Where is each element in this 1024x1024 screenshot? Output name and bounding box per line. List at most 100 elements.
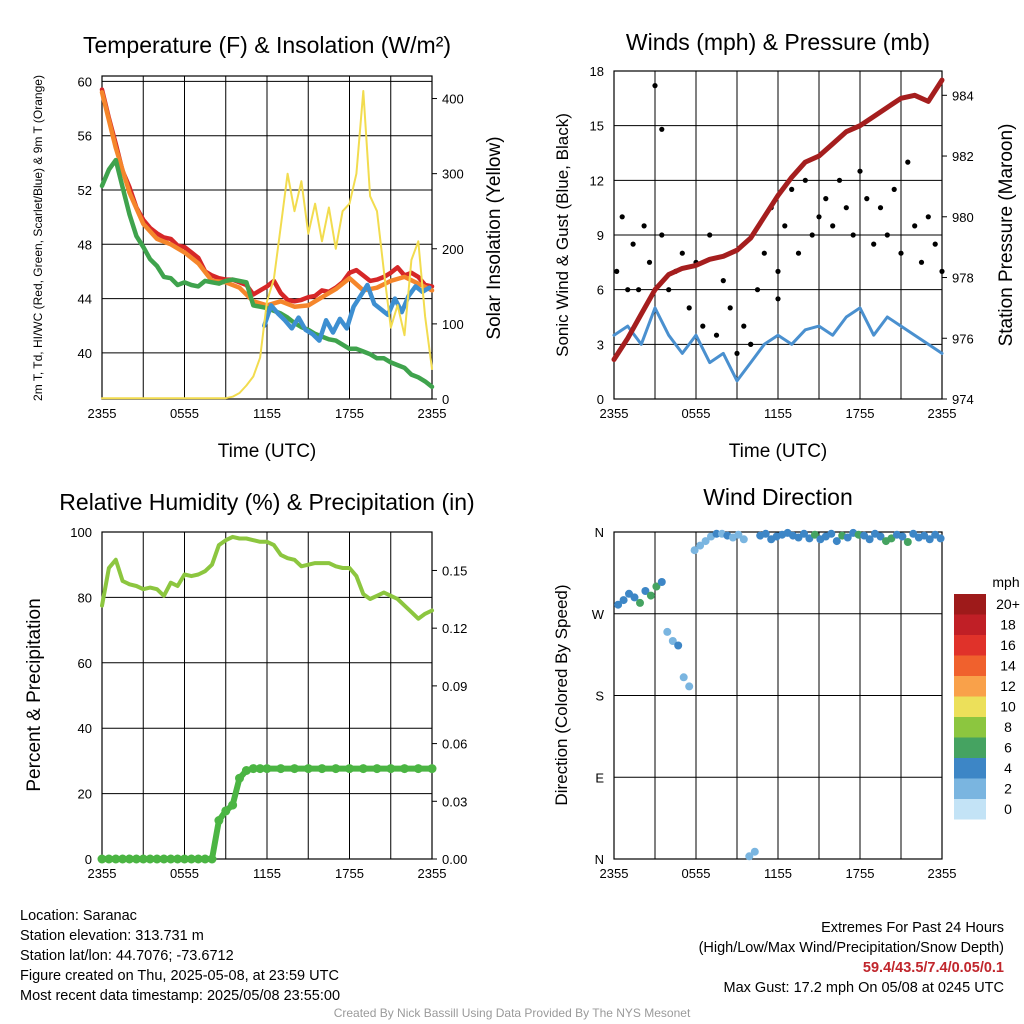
legend-swatch (954, 778, 986, 799)
extremes-heading: Extremes For Past 24 Hours (821, 920, 1004, 936)
precipitation-point (255, 764, 265, 774)
wind-direction-point (657, 578, 666, 586)
y-tick-label: 40 (78, 346, 92, 361)
gust-point (625, 287, 631, 293)
gust-point (619, 214, 625, 220)
y-tick-label: 60 (78, 656, 92, 671)
gust-point (912, 223, 918, 229)
precipitation-point (427, 764, 437, 774)
precipitation-point (214, 816, 224, 825)
precipitation-point (138, 854, 148, 864)
y-tick-label: E (595, 770, 604, 785)
wind-direction-point (936, 534, 945, 543)
y2-tick-label: 976 (952, 331, 974, 346)
precipitation-point (131, 854, 141, 864)
legend-swatch (954, 655, 986, 676)
y-tick-label: N (595, 525, 604, 540)
legend-swatch (954, 614, 986, 635)
y2-tick-label: 982 (952, 149, 974, 164)
wind-direction-point (701, 537, 710, 546)
gust-point (802, 177, 808, 183)
x-tick-label: 2355 (88, 406, 117, 421)
wind-direction-point (876, 532, 885, 541)
precipitation-point (248, 764, 258, 774)
x-tick-label: 0555 (682, 406, 711, 421)
wind-direction-point (827, 529, 836, 538)
y-tick-label: 44 (78, 292, 92, 307)
gust-point (713, 332, 720, 338)
y-tick-label: 0 (85, 852, 92, 867)
plot-frame (613, 70, 943, 400)
gust-point (850, 232, 856, 238)
precipitation-point (221, 806, 231, 816)
x-axis-label: Time (UTC) (729, 441, 828, 462)
y2-tick-label: 0.12 (442, 621, 467, 636)
gust-point (809, 232, 815, 238)
wind-direction-point (750, 847, 759, 856)
legend-swatch (954, 758, 986, 779)
precipitation-point (111, 854, 121, 864)
gust-point (864, 196, 870, 202)
wind-direction-point (745, 852, 754, 861)
y-axis-label: 2m T, Td, HI/WC (Red, Green, Scarlet/Blu… (31, 75, 45, 401)
precipitation-point (413, 764, 423, 774)
gust-point (830, 223, 836, 229)
y-tick-label: 60 (78, 74, 92, 89)
gust-point (659, 126, 665, 132)
x-axis-label: Time (UTC) (218, 441, 317, 462)
elevation-text: Station elevation: 313.731 m (20, 928, 204, 944)
y2-tick-label: 200 (442, 242, 464, 257)
x-tick-label: 1155 (764, 866, 792, 881)
wind-direction-point (696, 541, 705, 550)
legend-label: 4 (1004, 760, 1012, 776)
gust-point (646, 259, 653, 265)
y2-axis-label: Station Pressure (Maroon) (996, 124, 1017, 347)
wind-direction-point (685, 682, 694, 691)
gust-point (741, 323, 747, 329)
y2-tick-label: 984 (952, 88, 974, 103)
x-tick-label: 2355 (928, 406, 957, 421)
wind-direction-point (843, 533, 852, 542)
plot-frame (613, 531, 943, 860)
y-tick-label: 20 (78, 787, 92, 802)
x-tick-label: 1755 (846, 406, 875, 421)
gust-point (939, 268, 945, 274)
y2-tick-label: 0.03 (442, 794, 467, 809)
x-tick-label: 1755 (846, 866, 875, 881)
legend-label: 18 (1000, 617, 1016, 633)
legend-swatch (954, 737, 986, 758)
gust-point (932, 241, 938, 247)
gust-point (843, 205, 849, 211)
y2-tick-label: 980 (952, 210, 974, 225)
wind-direction-point (652, 582, 661, 591)
legend-swatch (954, 676, 986, 697)
wind-direction-point (865, 535, 874, 544)
recent-data-text: Most recent data timestamp: 2025/05/08 2… (20, 988, 341, 1004)
wind-direction-point (641, 587, 650, 595)
legend-label: 6 (1004, 740, 1012, 756)
precipitation-point (358, 764, 368, 774)
legend-label: 10 (1000, 699, 1016, 715)
x-tick-label: 1755 (335, 406, 364, 421)
y2-tick-label: 0.06 (442, 737, 467, 752)
legend-label: 14 (1000, 658, 1016, 674)
y-tick-label: 15 (590, 119, 604, 134)
precipitation-point (400, 764, 409, 774)
wind-direction-point (800, 529, 808, 538)
y-tick-label: 80 (78, 590, 92, 605)
y2-tick-label: 0.00 (442, 852, 467, 867)
max-gust-text: Max Gust: 17.2 mph On 05/08 at 0245 UTC (723, 980, 1004, 996)
gust-point (918, 259, 925, 265)
wind-direction-point (663, 627, 672, 636)
legend-label: 20+ (996, 596, 1020, 612)
precipitation-point (104, 854, 114, 864)
precipitation-point (276, 764, 286, 774)
y-tick-label: 12 (590, 173, 604, 188)
precipitation-point (290, 764, 299, 774)
precipitation-point (159, 854, 169, 864)
chart-title: Winds (mph) & Pressure (mb) (626, 29, 930, 55)
legend-label: 16 (1000, 637, 1016, 653)
y-tick-label: 100 (70, 525, 92, 540)
created-text: Figure created on Thu, 2025-05-08, at 23… (20, 968, 339, 984)
gust-point (659, 232, 665, 238)
